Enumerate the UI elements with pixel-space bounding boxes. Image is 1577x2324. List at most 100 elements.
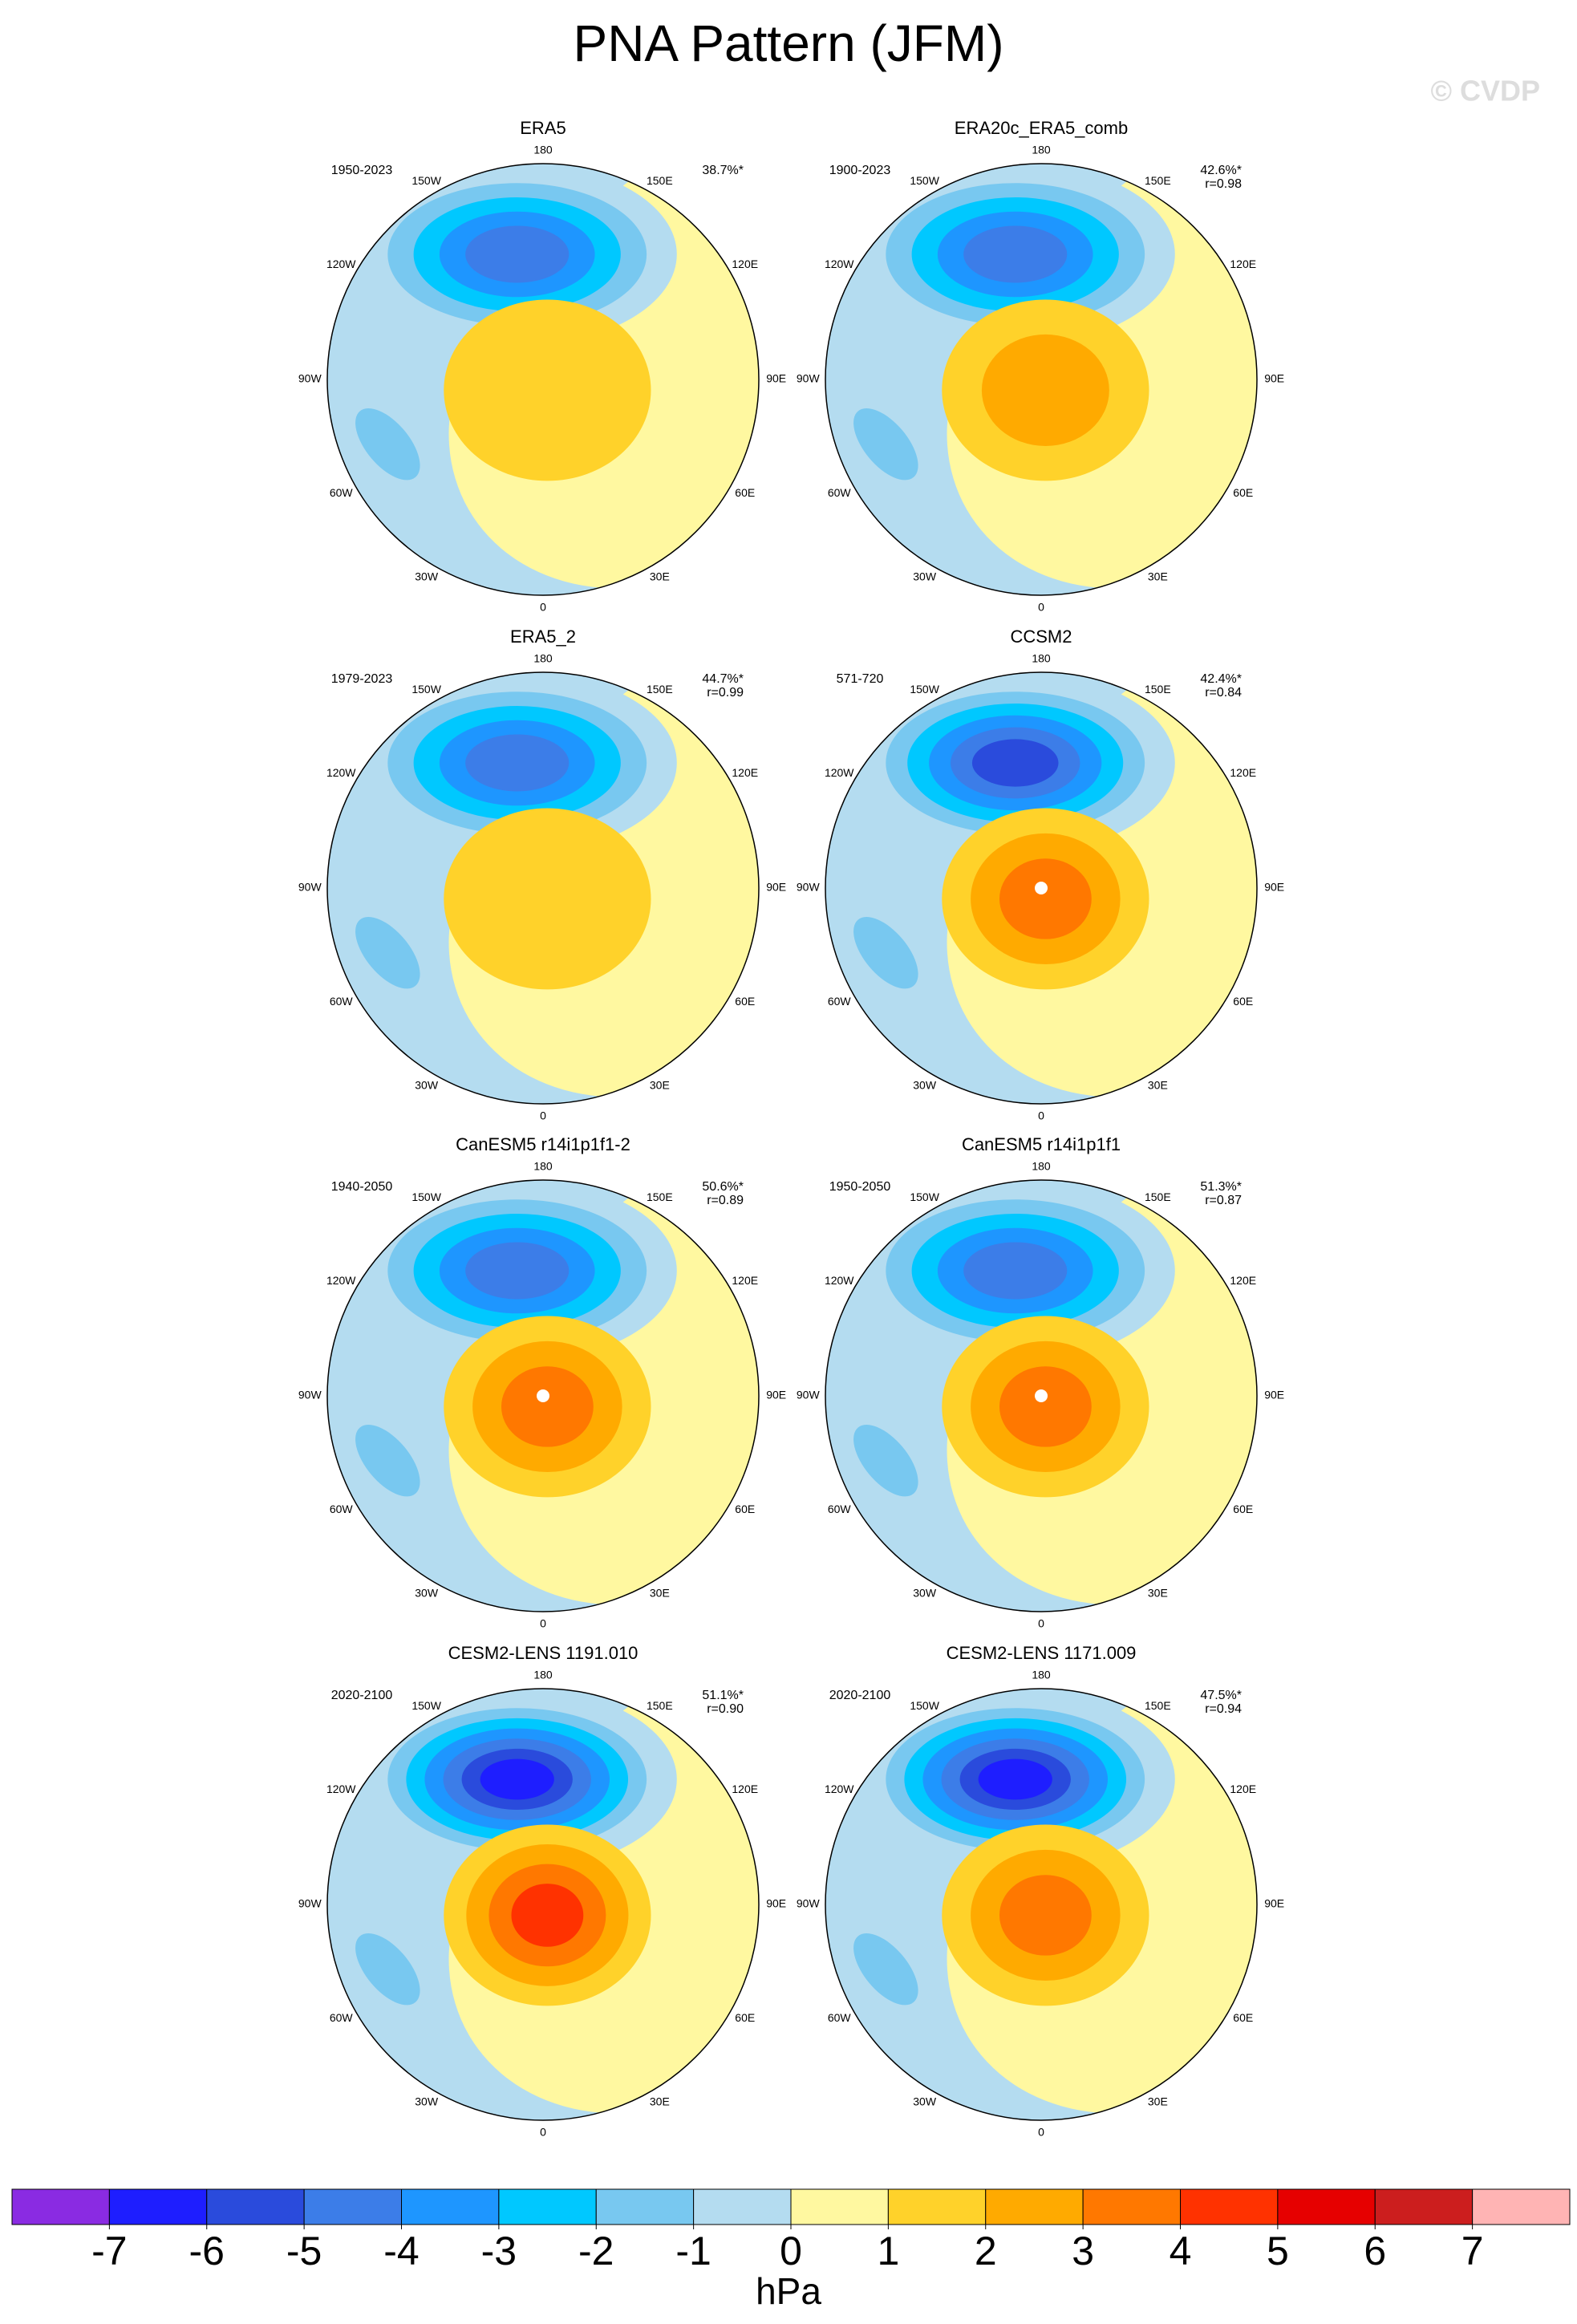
longitude-label: 120E xyxy=(1230,1274,1256,1287)
longitude-label: 60W xyxy=(330,2011,354,2024)
longitude-label: 120W xyxy=(825,766,854,779)
longitude-label: 30W xyxy=(913,570,937,583)
explained-variance: 44.7%* xyxy=(702,672,744,686)
low-contour xyxy=(971,739,1059,787)
longitude-label: 30E xyxy=(650,570,670,583)
longitude-label: 150E xyxy=(647,1190,673,1203)
longitude-label: 90E xyxy=(766,1897,786,1910)
longitude-label: 90W xyxy=(298,1389,322,1401)
longitude-label: 180 xyxy=(1032,144,1051,156)
colorbar-box xyxy=(108,2188,208,2225)
colorbar-tick-label: 5 xyxy=(1267,2229,1289,2273)
low-contour xyxy=(963,225,1068,283)
longitude-label: 150W xyxy=(411,1190,441,1203)
map-outline xyxy=(326,1688,760,2121)
longitude-label: 90E xyxy=(766,372,786,385)
explained-variance: 51.3%* xyxy=(1200,1180,1242,1194)
longitude-label: 180 xyxy=(1032,1669,1051,1681)
period: 571-720 xyxy=(837,672,884,686)
map-panel xyxy=(327,672,759,1104)
longitude-label: 90E xyxy=(1264,881,1284,894)
longitude-label: 30E xyxy=(1148,2095,1168,2108)
longitude-label: 30W xyxy=(415,2095,439,2108)
colorbar-box xyxy=(887,2188,987,2225)
pattern-correlation: r=0.84 xyxy=(1205,686,1242,700)
negative-area xyxy=(853,1933,918,2006)
high-contour xyxy=(511,1884,584,1947)
pole-dot xyxy=(1035,882,1048,894)
longitude-label: 30W xyxy=(415,570,439,583)
colorbar-tick-label: 3 xyxy=(1072,2229,1094,2273)
longitude-label: 60E xyxy=(735,1503,755,1515)
longitude-label: 60E xyxy=(735,995,755,1008)
period: 2020-2100 xyxy=(331,1689,393,1702)
map-panel xyxy=(825,1689,1257,2120)
pattern-correlation: r=0.99 xyxy=(707,686,744,700)
colorbar-tick-label: 6 xyxy=(1364,2229,1386,2273)
longitude-label: 90E xyxy=(1264,372,1284,385)
colorbar-box xyxy=(1374,2188,1474,2225)
longitude-label: 30W xyxy=(415,1079,439,1092)
negative-area xyxy=(853,917,918,989)
colorbar-box xyxy=(498,2188,597,2225)
longitude-label: 60W xyxy=(330,995,354,1008)
colorbar-tick-label: -2 xyxy=(578,2229,614,2273)
longitude-label: 30E xyxy=(1148,1079,1168,1092)
longitude-label: 120W xyxy=(326,1274,356,1287)
low-contour xyxy=(465,734,570,792)
longitude-label: 150E xyxy=(1145,174,1171,187)
longitude-label: 180 xyxy=(1032,1160,1051,1173)
watermark: © CVDP xyxy=(1430,75,1540,107)
longitude-label: 150W xyxy=(910,683,939,696)
colorbar-box xyxy=(1472,2188,1571,2225)
longitude-label: 120W xyxy=(326,258,356,270)
longitude-label: 0 xyxy=(1038,601,1044,614)
longitude-label: 90W xyxy=(797,1897,821,1910)
panel-title: CanESM5 r14i1p1f1-2 xyxy=(456,1134,630,1154)
longitude-label: 0 xyxy=(1038,1617,1044,1630)
longitude-label: 120W xyxy=(825,1274,854,1287)
longitude-label: 180 xyxy=(533,144,553,156)
map-outline xyxy=(326,1179,760,1612)
longitude-label: 60E xyxy=(735,2011,755,2024)
longitude-label: 0 xyxy=(540,1109,546,1122)
longitude-label: 180 xyxy=(533,1160,553,1173)
map-outline xyxy=(825,671,1258,1105)
colorbar-box xyxy=(206,2188,305,2225)
explained-variance: 38.7%* xyxy=(702,164,744,177)
longitude-label: 0 xyxy=(1038,2126,1044,2139)
longitude-label: 150E xyxy=(1145,1699,1171,1712)
colorbar-box xyxy=(595,2188,695,2225)
panel-title: CanESM5 r14i1p1f1 xyxy=(962,1134,1121,1154)
colorbar-tick-label: 4 xyxy=(1170,2229,1192,2273)
colorbar-label: hPa xyxy=(756,2270,821,2312)
longitude-label: 60E xyxy=(1233,995,1253,1008)
negative-area xyxy=(355,917,420,989)
period: 1900-2023 xyxy=(829,164,891,177)
longitude-label: 120E xyxy=(732,1783,758,1795)
longitude-label: 180 xyxy=(533,1669,553,1681)
longitude-label: 120E xyxy=(732,766,758,779)
colorbar-box xyxy=(1180,2188,1279,2225)
colorbar-box xyxy=(1277,2188,1376,2225)
longitude-label: 30W xyxy=(415,1587,439,1600)
longitude-label: 150W xyxy=(411,683,441,696)
pattern-correlation: r=0.94 xyxy=(1205,1702,1242,1716)
pole-dot xyxy=(537,1389,549,1402)
longitude-label: 150W xyxy=(411,174,441,187)
period: 1950-2050 xyxy=(829,1180,891,1194)
longitude-label: 180 xyxy=(1032,652,1051,665)
panel-title: ERA5_2 xyxy=(510,627,576,647)
explained-variance: 42.4%* xyxy=(1200,672,1242,686)
longitude-label: 150E xyxy=(647,683,673,696)
map-panel xyxy=(825,672,1257,1104)
high-contour xyxy=(444,808,651,990)
panel-title: CCSM2 xyxy=(1010,627,1072,647)
longitude-label: 150W xyxy=(411,1699,441,1712)
longitude-label: 60E xyxy=(1233,486,1253,499)
explained-variance: 42.6%* xyxy=(1200,164,1242,177)
longitude-label: 30E xyxy=(1148,1587,1168,1600)
period: 1940-2050 xyxy=(331,1180,393,1194)
panel-title: ERA20c_ERA5_comb xyxy=(955,118,1128,138)
